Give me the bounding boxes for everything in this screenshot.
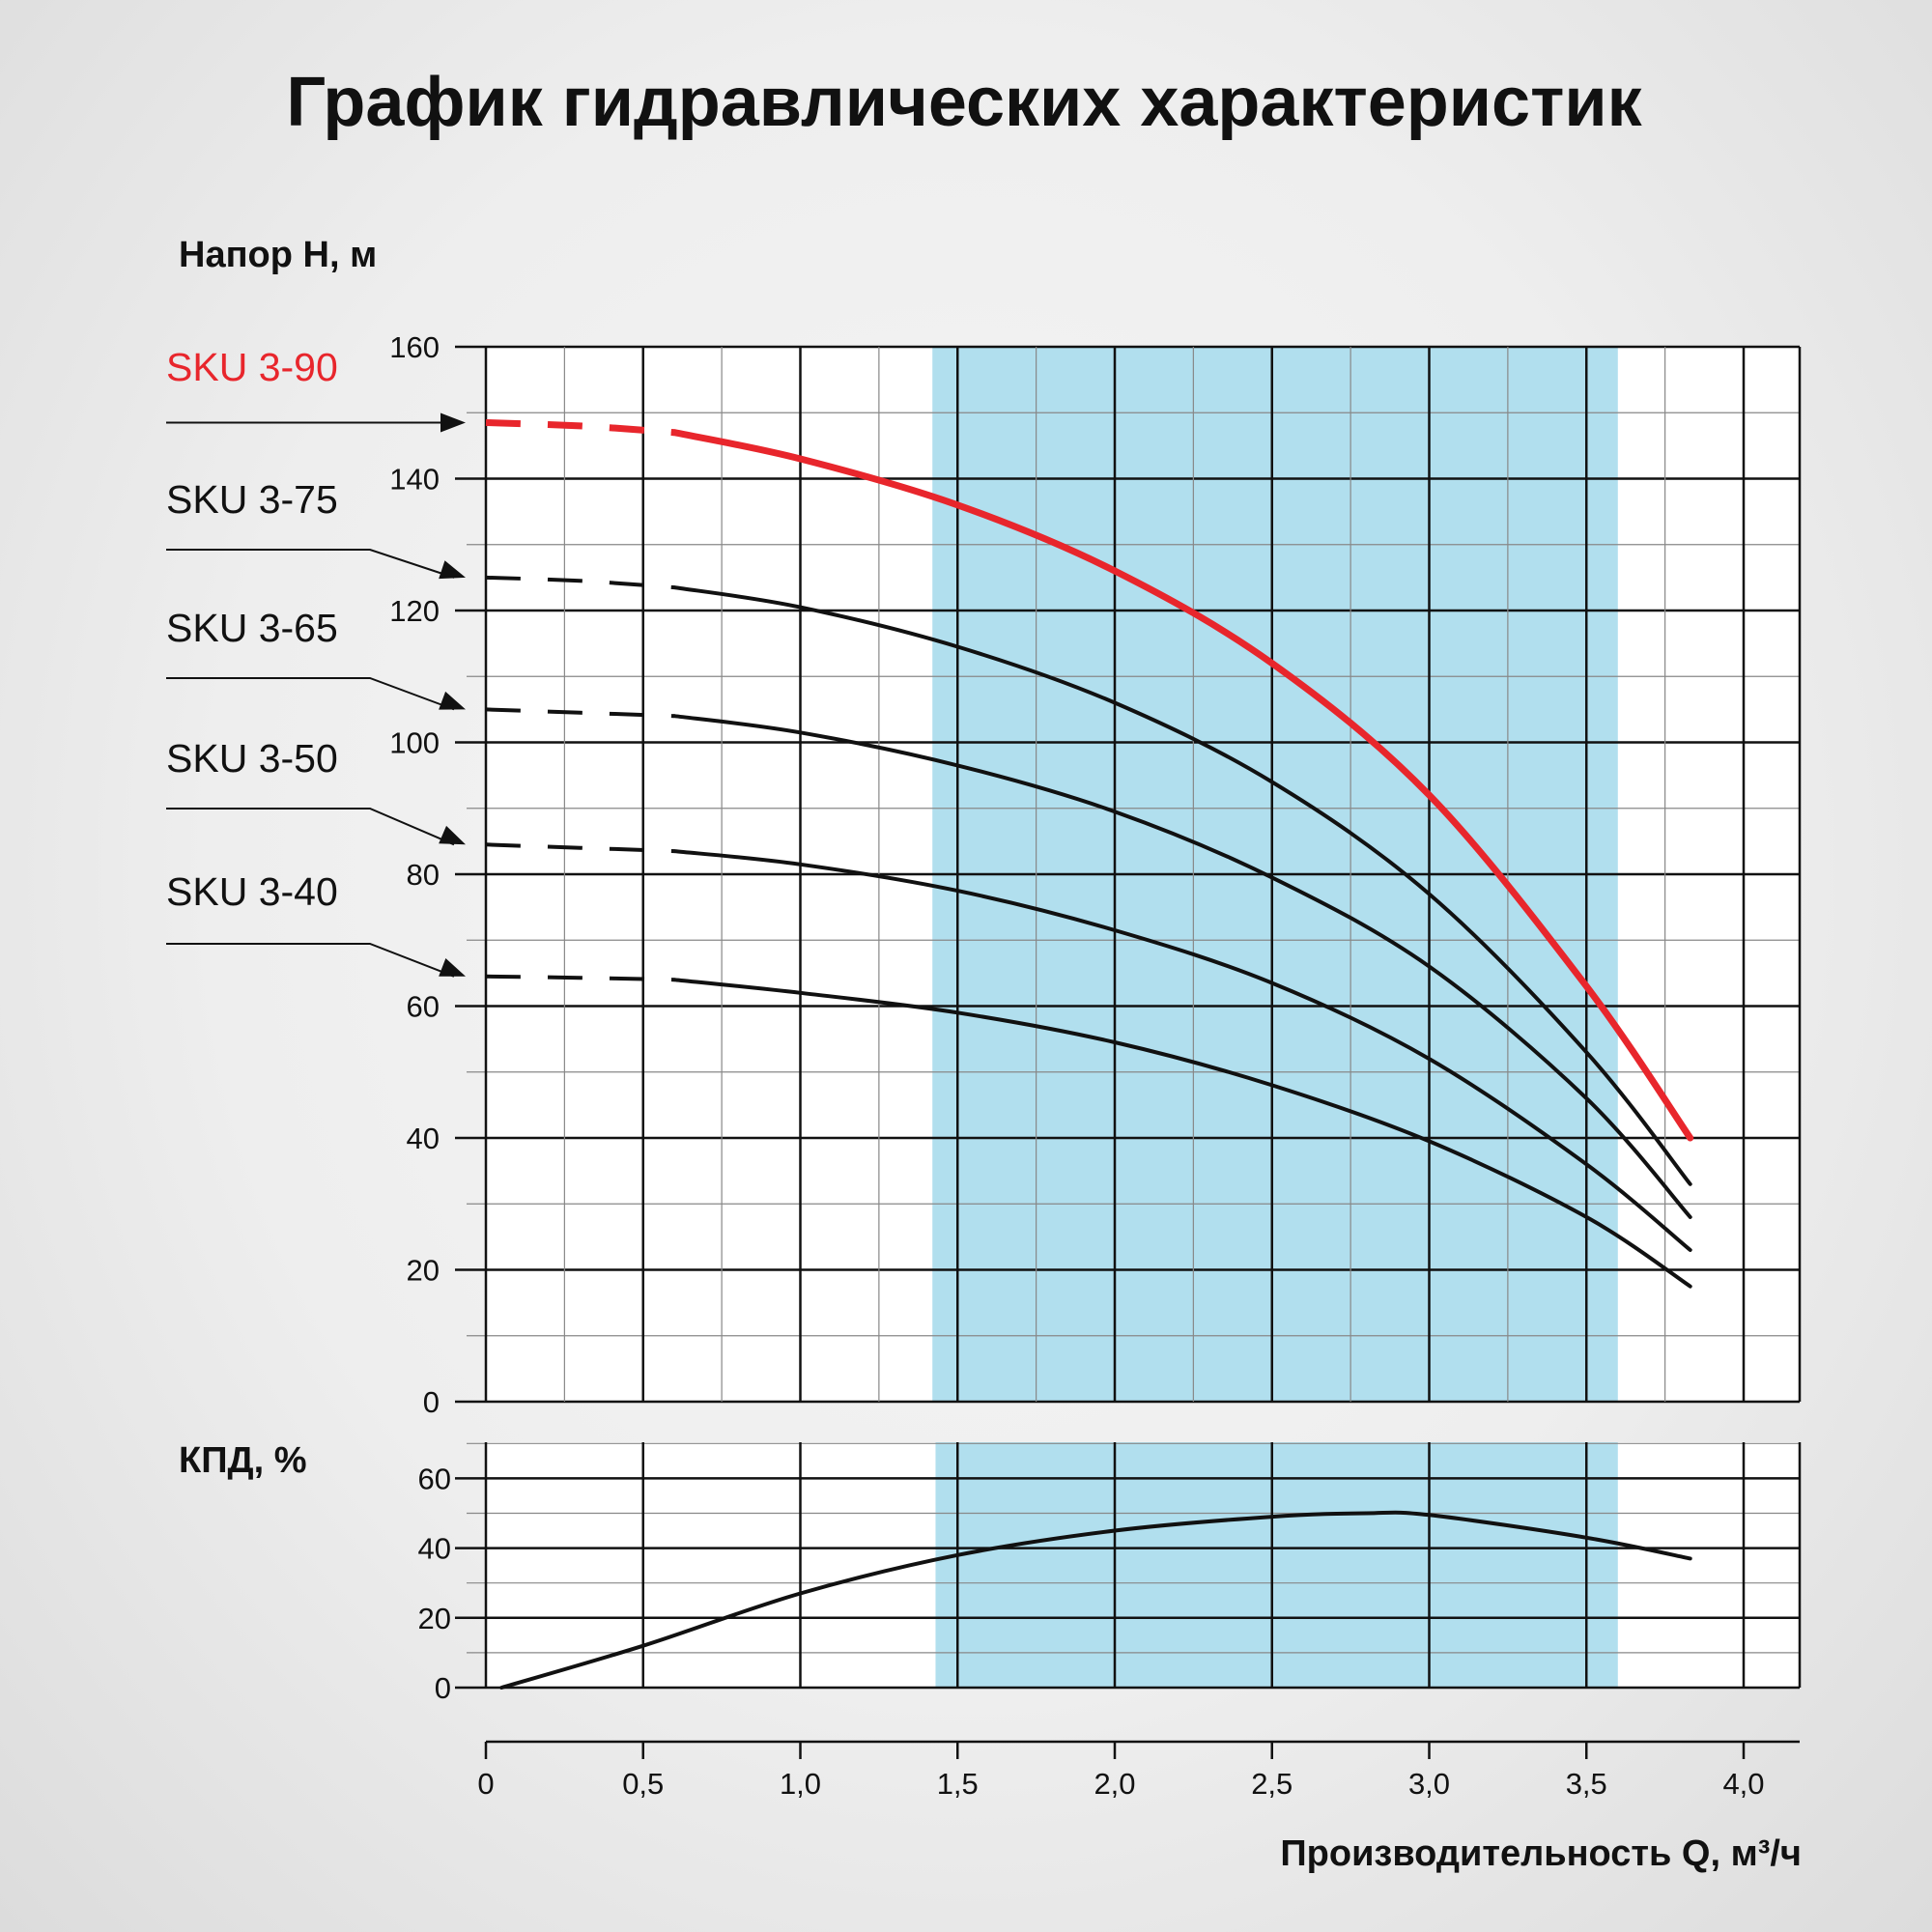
- x-tick-label: 3,0: [1408, 1767, 1450, 1801]
- head-y-tick-label: 100: [389, 726, 440, 760]
- legend-arrowhead-5: [439, 958, 466, 977]
- head-curve-dashed-3: [485, 707, 675, 719]
- legend-label-1: SKU 3-90: [166, 345, 338, 389]
- legend-arrowhead-2: [439, 560, 466, 580]
- head-y-tick-label: 120: [389, 594, 440, 628]
- head-y-tick-label: 60: [407, 990, 440, 1024]
- head-curve-dashed-2: [485, 575, 675, 590]
- head-y-tick-label: 160: [389, 330, 440, 364]
- legend-arrow-2: [166, 549, 455, 579]
- efficiency-y-tick-label: 60: [418, 1462, 451, 1495]
- head-curve-4: [672, 849, 1692, 1252]
- legend-arrow-3: [166, 677, 455, 711]
- x-tick-label: 2,0: [1094, 1767, 1135, 1801]
- head-y-tick-label: 0: [423, 1385, 440, 1419]
- efficiency-curve-1: [499, 1510, 1692, 1690]
- efficiency-y-tick-label: 0: [435, 1671, 451, 1705]
- efficiency-operating-range-band: [935, 1442, 1618, 1688]
- legend-arrow-5: [166, 943, 455, 978]
- x-tick-label: 1,0: [780, 1767, 821, 1801]
- legend-label-5: SKU 3-40: [166, 869, 338, 914]
- head-curve-2: [672, 585, 1692, 1186]
- head-axis-title: Напор H, м: [179, 235, 377, 275]
- legend-arrowhead-1: [440, 412, 466, 433]
- x-tick-label: 0,5: [622, 1767, 664, 1801]
- legend-label-4: SKU 3-50: [166, 736, 338, 781]
- head-curve-dashed-4: [485, 842, 675, 854]
- efficiency-axis-title: КПД, %: [179, 1440, 306, 1481]
- x-tick-label: 1,5: [937, 1767, 979, 1801]
- legend-arrow-4: [166, 808, 455, 846]
- efficiency-y-tick-label: 40: [418, 1532, 451, 1566]
- chart-title: График гидравлических характеристик: [286, 64, 1642, 141]
- head-curve-3: [672, 714, 1692, 1219]
- legend-arrowhead-3: [439, 691, 466, 710]
- head-y-tick-label: 20: [407, 1254, 440, 1288]
- legend-arrowhead-4: [439, 825, 466, 845]
- head-curve-1: [670, 429, 1694, 1142]
- efficiency-y-tick-label: 20: [418, 1602, 451, 1635]
- head-y-tick-label: 80: [407, 858, 440, 892]
- head-curve-dashed-5: [485, 974, 675, 982]
- head-curve-5: [672, 978, 1692, 1289]
- legend-label-3: SKU 3-65: [166, 606, 338, 650]
- head-curve-dashed-1: [485, 419, 675, 437]
- x-tick-label: 4,0: [1722, 1767, 1764, 1801]
- x-tick-label: 3,5: [1566, 1767, 1607, 1801]
- head-y-tick-label: 140: [389, 463, 440, 497]
- legend-label-2: SKU 3-75: [166, 477, 338, 522]
- x-tick-label: 2,5: [1251, 1767, 1293, 1801]
- flow-axis-title: Производительность Q, м³/ч: [1280, 1833, 1802, 1874]
- x-tick-label: 0: [477, 1767, 494, 1801]
- head-y-tick-label: 40: [407, 1122, 440, 1155]
